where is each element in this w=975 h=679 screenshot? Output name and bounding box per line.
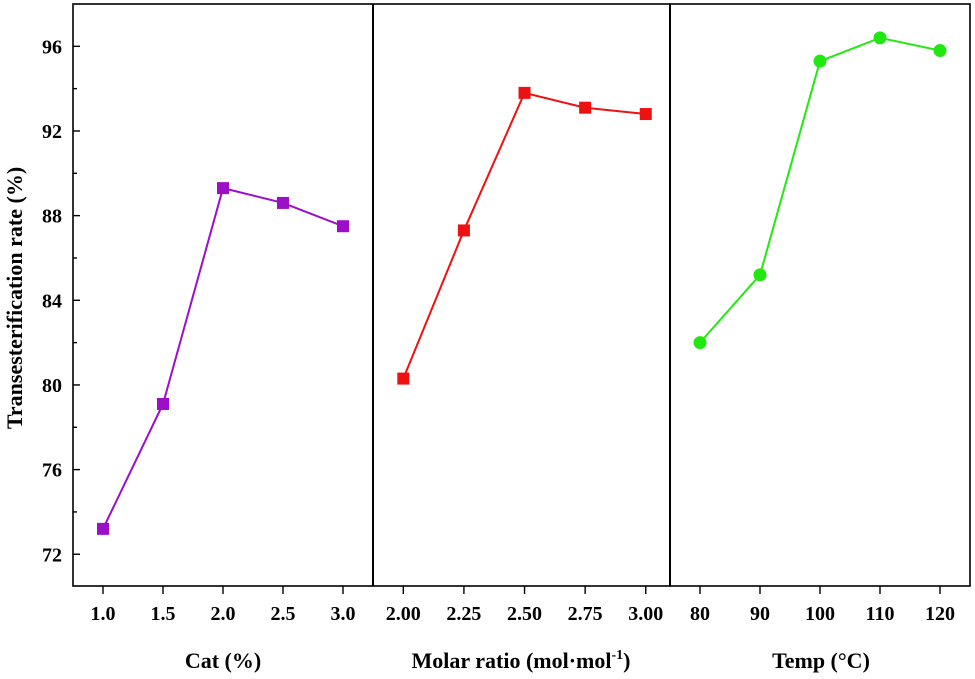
y-tick-label: 92 (42, 121, 62, 143)
data-point (217, 182, 229, 195)
x-tick-label: 110 (866, 603, 895, 625)
data-point (518, 86, 531, 99)
x-tick-label: 2.00 (386, 603, 421, 625)
series-line (402, 91, 646, 379)
x-tick-label: 100 (805, 603, 835, 625)
x-axis-title-temp: Temp (°C) (772, 648, 870, 673)
data-point (157, 397, 169, 410)
data-point (873, 31, 887, 45)
y-tick-label: 80 (42, 375, 62, 397)
x-axis-title-molar-ratio: Molar ratio (mol·mol-1) (412, 648, 631, 673)
data-point (97, 522, 109, 535)
data-point (457, 224, 470, 237)
data-point (579, 101, 592, 114)
marks-layer (97, 31, 947, 535)
labels-layer: Transesterification rate (%) Cat (%) Mol… (2, 167, 870, 673)
x-tick-label: 2.75 (568, 603, 603, 625)
molar-ratio-label-end: ) (623, 648, 630, 673)
x-tick-label: 1.0 (91, 603, 116, 625)
data-point (933, 44, 947, 58)
y-axis-title: Transesterification rate (%) (2, 167, 27, 429)
x-tick-label: 3.0 (331, 603, 356, 625)
axes-layer: 72 76 80 84 88 92 96 1.0 1.5 2.0 2.5 3.0 2.00 2.25 2.5… (42, 3, 971, 625)
x-tick-label: 90 (750, 603, 770, 625)
series-line (102, 186, 344, 530)
data-point (813, 54, 827, 68)
data-point (277, 196, 289, 209)
data-point (397, 372, 410, 385)
molar-ratio-label-main: Molar ratio (mol·mol (412, 648, 612, 673)
x-tick-label: 2.0 (211, 603, 236, 625)
data-point (753, 268, 767, 282)
x-axis-title-cat: Cat (%) (185, 648, 261, 673)
y-tick-label: 84 (42, 290, 62, 312)
x-tick-label: 2.5 (271, 603, 296, 625)
x-tick-label: 80 (690, 603, 710, 625)
x-tick-label: 1.5 (151, 603, 176, 625)
y-tick-label: 72 (42, 544, 62, 566)
x-tick-label: 3.00 (628, 603, 663, 625)
series-line (699, 36, 941, 344)
y-tick-label: 96 (42, 36, 62, 58)
x-tick-label: 2.25 (446, 603, 481, 625)
y-tick-label: 88 (42, 206, 62, 228)
data-point (337, 220, 349, 233)
x-tick-label: 2.50 (507, 603, 542, 625)
plot-frame (72, 3, 971, 587)
molar-ratio-label-sup: -1 (612, 648, 624, 663)
data-point (693, 336, 707, 350)
y-tick-label: 76 (42, 460, 62, 482)
data-point (639, 108, 652, 121)
x-tick-label: 120 (925, 603, 955, 625)
